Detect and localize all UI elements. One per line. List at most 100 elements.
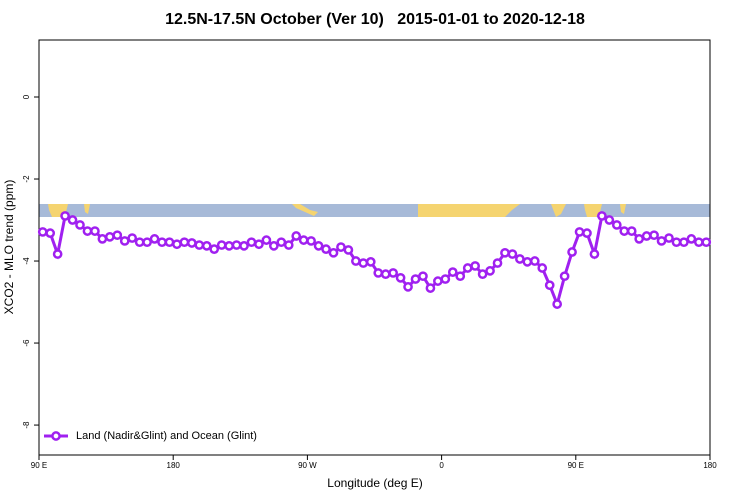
data-point <box>328 247 339 258</box>
plot-frame <box>38 39 711 456</box>
data-point <box>52 249 63 259</box>
data-point <box>269 241 279 251</box>
data-point <box>186 238 197 248</box>
data-point <box>90 226 100 236</box>
y-tick-label: -4 <box>22 257 31 265</box>
data-point <box>559 271 570 282</box>
data-point <box>157 237 167 248</box>
data-point <box>380 269 391 280</box>
data-point <box>485 266 495 276</box>
data-point <box>470 261 480 271</box>
data-point <box>440 274 451 284</box>
data-point <box>410 274 421 284</box>
data-point <box>604 215 615 225</box>
data-point <box>477 269 488 280</box>
data-point <box>686 234 697 244</box>
data-point <box>246 237 257 248</box>
data-point <box>276 237 287 248</box>
data-point <box>134 237 145 248</box>
data-point <box>388 268 398 278</box>
data-point <box>231 240 242 250</box>
data-point <box>664 233 674 243</box>
data-point <box>179 237 190 248</box>
data-point <box>321 244 331 254</box>
data-point <box>67 215 78 225</box>
data-point <box>104 231 115 242</box>
data-point <box>351 256 361 266</box>
data-point <box>447 267 458 277</box>
x-tick-label: 90 E <box>31 461 47 470</box>
data-point <box>507 249 518 259</box>
data-point <box>298 235 309 245</box>
x-tick-label: 90 W <box>298 461 317 470</box>
data-point <box>462 263 473 273</box>
data-point <box>552 299 563 309</box>
legend-marker <box>51 431 61 441</box>
data-point <box>634 234 645 244</box>
x-tick-label: 180 <box>703 461 717 470</box>
y-axis-label: XCO2 - MLO trend (ppm) <box>2 180 16 315</box>
data-point <box>127 233 138 243</box>
data-point <box>291 231 302 241</box>
data-point <box>611 220 622 230</box>
data-point <box>239 241 249 251</box>
data-point <box>149 234 160 244</box>
data-point <box>425 283 436 293</box>
data-point <box>336 242 346 252</box>
x-tick-label: 0 <box>439 461 444 470</box>
x-tick-label: 180 <box>167 461 181 470</box>
data-point <box>574 227 585 237</box>
data-point <box>679 237 689 248</box>
data-point <box>164 237 175 248</box>
data-point <box>395 272 406 283</box>
data-point <box>693 237 704 248</box>
data-point <box>589 249 600 259</box>
data-point <box>142 237 152 248</box>
data-point <box>224 241 234 251</box>
data-point <box>60 211 70 221</box>
data-point <box>82 226 93 236</box>
x-tick-label: 90 E <box>568 461 584 470</box>
data-point <box>283 240 294 250</box>
data-point <box>209 244 220 254</box>
data-point <box>343 245 354 255</box>
y-tick-label: 0 <box>22 94 31 99</box>
data-point <box>544 280 555 291</box>
data-point <box>254 239 264 250</box>
data-point <box>433 276 443 286</box>
data-point <box>537 263 548 273</box>
data-point <box>194 240 205 250</box>
data-point <box>97 234 108 244</box>
y-tick-label: -6 <box>22 339 31 347</box>
data-point <box>365 257 376 267</box>
data-point <box>515 254 525 264</box>
data-point <box>75 220 85 230</box>
legend-label: Land (Nadir&Glint) and Ocean (Glint) <box>76 430 257 442</box>
data-point <box>567 247 577 257</box>
data-point <box>529 256 540 266</box>
data-point <box>619 226 630 236</box>
data-point <box>418 271 428 282</box>
data-point <box>656 236 667 246</box>
data-point <box>261 235 272 245</box>
data-point <box>313 241 324 251</box>
data-point <box>403 282 413 292</box>
data-point <box>701 237 712 248</box>
data-point <box>649 230 659 241</box>
data-point <box>671 237 682 248</box>
data-point <box>373 268 384 278</box>
data-point <box>112 230 123 241</box>
data-point <box>119 236 130 246</box>
data-point <box>500 247 510 258</box>
data-point <box>455 271 466 282</box>
data-point <box>641 231 652 241</box>
data-point <box>37 227 48 237</box>
y-tick-label: -8 <box>22 421 31 429</box>
data-point <box>582 228 592 238</box>
data-point <box>172 239 182 250</box>
data-point <box>306 236 316 246</box>
data-point <box>626 226 637 236</box>
data-point <box>492 258 503 268</box>
data-point <box>522 257 533 267</box>
